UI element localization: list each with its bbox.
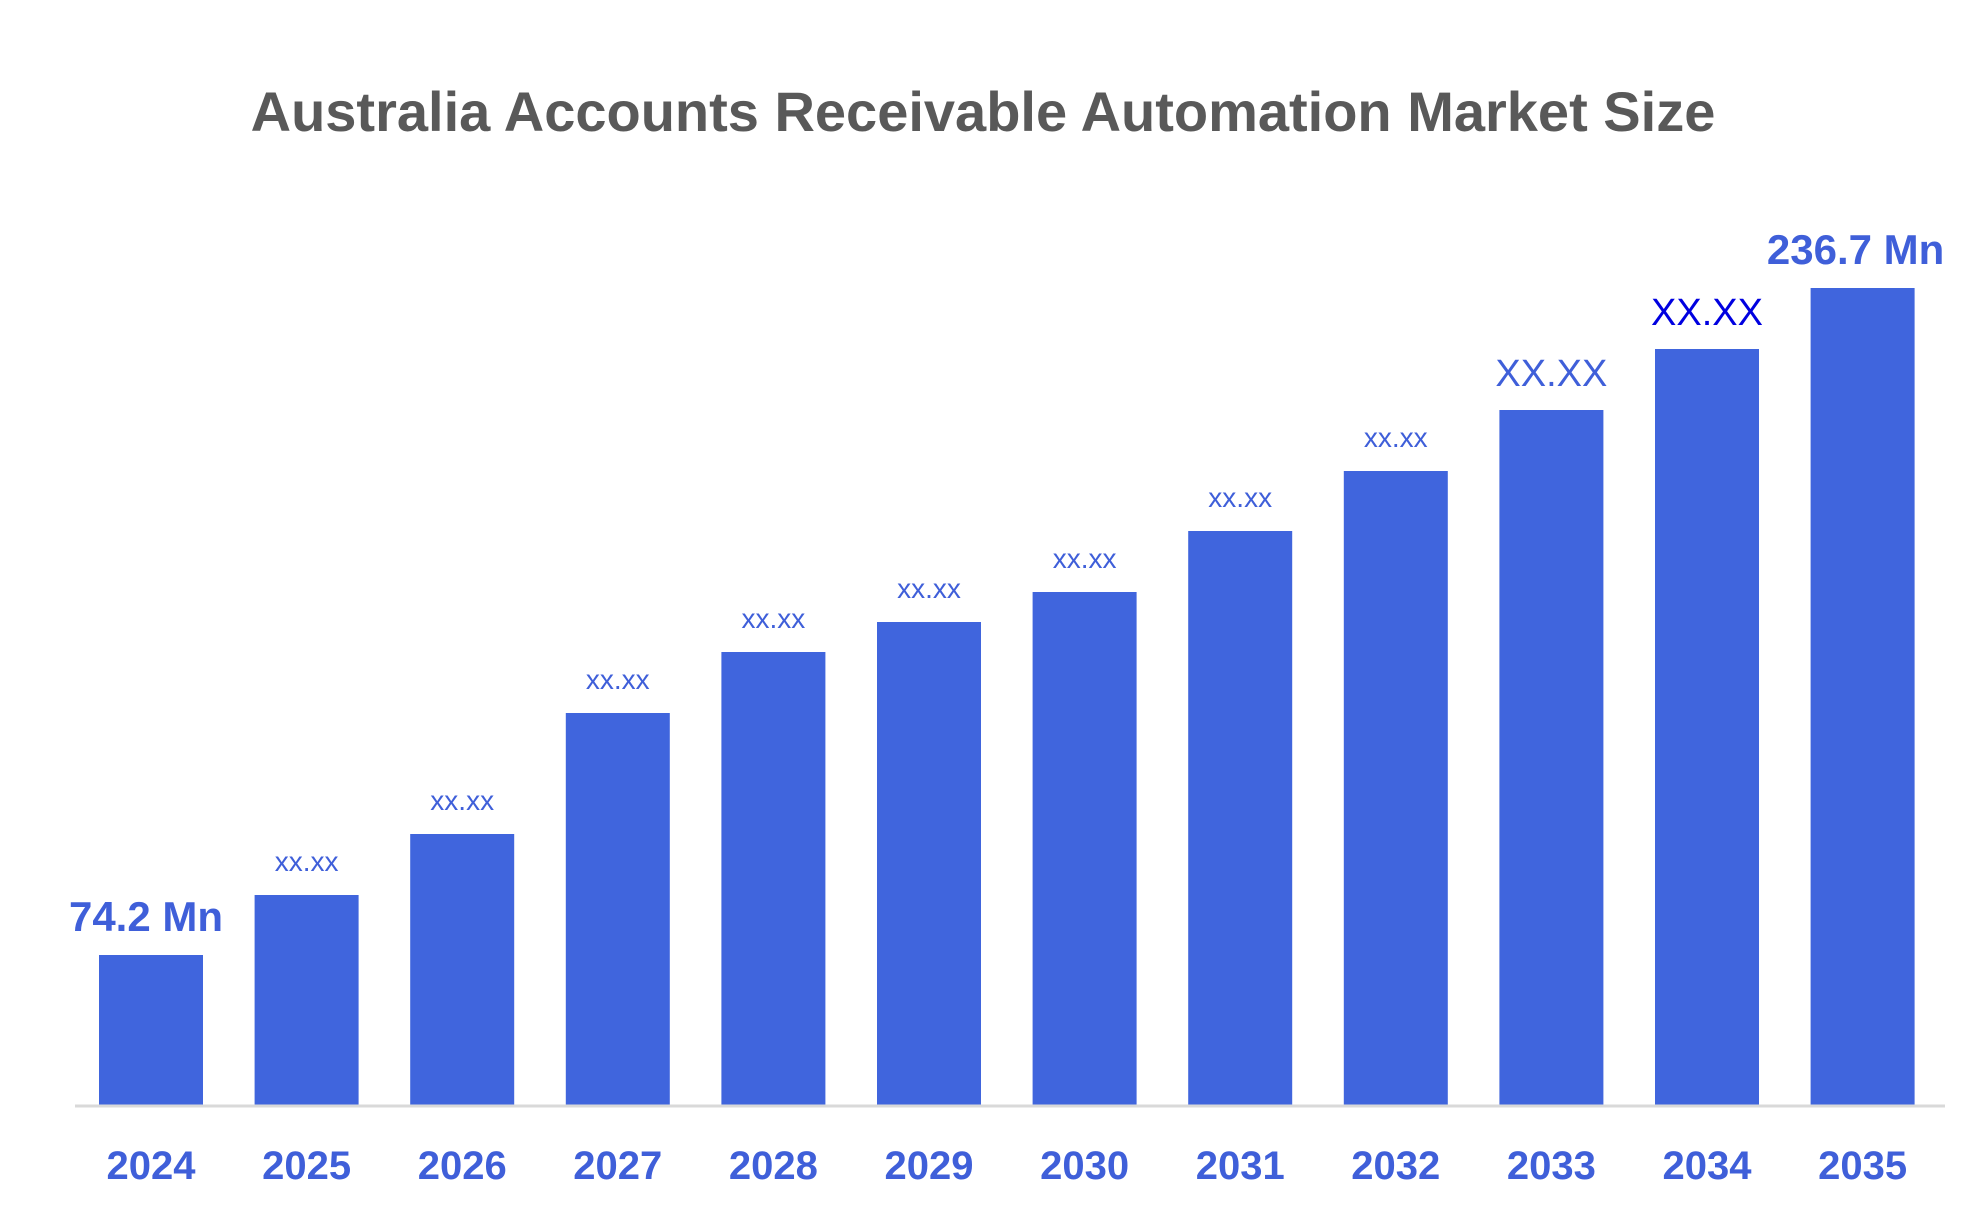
bar-2035 — [1810, 288, 1915, 1106]
x-tick-2026: 2026 — [418, 1144, 507, 1188]
bar-2034 — [1655, 349, 1759, 1106]
data-label-2033: XX.XX — [1495, 353, 1607, 395]
bar-2027 — [565, 713, 670, 1106]
data-label-2031: xx.xx — [1208, 482, 1272, 513]
x-tick-2024: 2024 — [107, 1144, 197, 1188]
x-tick-2035: 2035 — [1818, 1144, 1907, 1188]
data-label-2027: xx.xx — [586, 664, 650, 695]
data-label-2024: 74.2 Mn — [69, 893, 223, 940]
x-tick-2034: 2034 — [1663, 1144, 1753, 1188]
bars-layer — [99, 288, 1915, 1106]
data-label-2034: XX.XX — [1651, 292, 1763, 334]
data-label-2025: xx.xx — [275, 846, 339, 877]
chart-title: Australia Accounts Receivable Automation… — [250, 80, 1716, 143]
x-tick-2031: 2031 — [1196, 1144, 1285, 1188]
bar-2029 — [877, 622, 981, 1106]
data-label-2030: xx.xx — [1053, 543, 1117, 574]
bar-2024 — [99, 955, 203, 1106]
x-tick-2030: 2030 — [1040, 1144, 1129, 1188]
x-tick-2025: 2025 — [262, 1144, 351, 1188]
bar-2031 — [1188, 531, 1293, 1106]
data-label-2026: xx.xx — [430, 785, 494, 816]
labels-layer: 74.2 Mn xx.xx xx.xx xx.xx xx.xx xx.xx xx.xx xx.… — [69, 226, 1944, 940]
ticks-layer: 2024 2025 2026 2027 2028 2029 2030 2031 2032 2033… — [107, 1144, 1908, 1188]
x-tick-2033: 2033 — [1507, 1144, 1596, 1188]
x-tick-2027: 2027 — [573, 1144, 662, 1188]
x-tick-2028: 2028 — [729, 1144, 818, 1188]
bar-2033 — [1499, 410, 1604, 1106]
data-label-2035: 236.7 Mn — [1767, 226, 1944, 273]
bar-2025 — [254, 895, 359, 1106]
data-label-2028: xx.xx — [742, 603, 806, 634]
x-tick-2032: 2032 — [1351, 1144, 1440, 1188]
data-label-2029: xx.xx — [897, 573, 961, 604]
bar-2032 — [1343, 471, 1448, 1106]
data-label-2032: xx.xx — [1364, 422, 1428, 453]
bar-2026 — [410, 834, 515, 1106]
x-tick-2029: 2029 — [885, 1144, 974, 1188]
bar-2028 — [721, 652, 826, 1106]
bar-2030 — [1032, 592, 1137, 1106]
